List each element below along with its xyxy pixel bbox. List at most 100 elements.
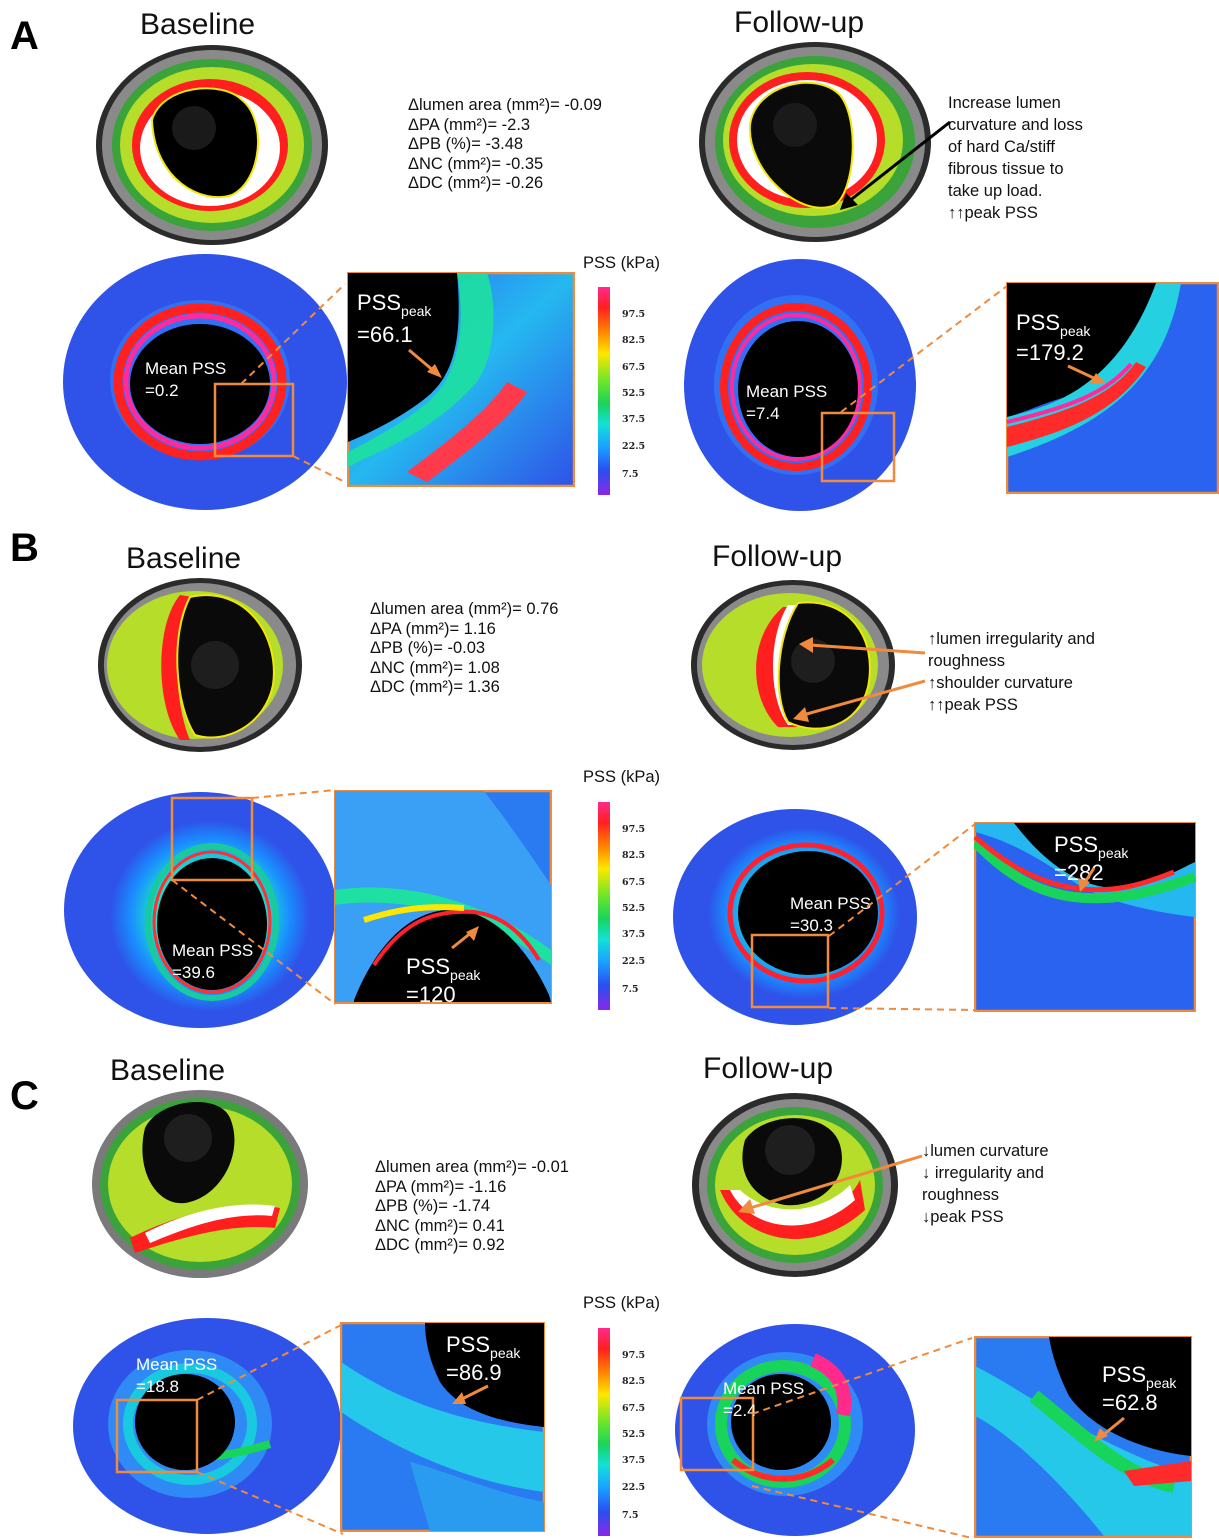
panel-b-baseline-stress-map: Mean PSS =39.6 [64,792,336,1028]
note-line: ↓ irregularity and [922,1164,1044,1182]
colorbar-tick: 22.5 [622,1482,645,1493]
note-line: ↓lumen curvature [922,1142,1049,1160]
delta-dc: ΔDC (mm²)= -0.26 [408,174,544,192]
note-line: roughness [922,1186,1000,1204]
panel-c-colorbar: 97.5 82.5 67.5 52.5 37.5 22.5 7.5 [598,1328,645,1536]
panel-c-baseline-zoom-connector [196,1323,344,1535]
note-line: Increase lumen [948,94,1061,112]
zoom-box [115,1398,199,1474]
mean-pss-value: =39.6 [172,963,215,982]
panel-a-baseline-zoom-inset: PSSpeak =66.1 [347,272,575,487]
zoom-box [213,382,295,458]
panel-a-followup-zoom-connector [840,285,1008,413]
panel-c-baseline-stress-map: Mean PSS =18.8 [73,1318,341,1534]
panel-c-baseline-title: Baseline [110,1054,226,1087]
panel-a-followup-ivus-image [699,42,931,242]
panel-c-baseline-zoom-inset: PSSpeak =86.9 [340,1322,545,1532]
mean-pss-value: =30.3 [790,916,833,935]
peak-pss-label: PSSpeak [406,954,481,983]
colorbar-title: PSS (kPa) [583,254,661,272]
delta-pa: ΔPA (mm²)= -1.16 [375,1177,507,1196]
colorbar-tick: 67.5 [622,1403,645,1414]
zoom-box [820,411,896,483]
panel-a-followup-title: Follow-up [734,6,865,39]
peak-pss-value: =86.9 [446,1360,502,1385]
panel-c-delta-list: Δlumen area (mm²)= -0.01 ΔPA (mm²)= -1.1… [375,1158,569,1256]
colorbar-tick: 52.5 [622,388,645,399]
panel-letter-b: B [10,526,39,570]
peak-pss-label: PSSpeak [1054,832,1129,861]
panel-b-followup-title: Follow-up [712,540,843,573]
panel-a-baseline-ivus-image [96,45,328,245]
panel-c-baseline-ivus-image [92,1090,308,1278]
mean-pss-label: Mean PSS [723,1379,804,1398]
note-line: take up load. [948,182,1043,200]
mean-pss-value: =7.4 [746,404,780,423]
panel-b-followup-ivus-image [691,580,895,750]
panel-c-followup-stress-map: Mean PSS =2.4 [675,1324,915,1536]
panel-letter-c: C [10,1074,39,1118]
delta-lumen-area: Δlumen area (mm²)= -0.01 [375,1158,569,1176]
colorbar-title: PSS (kPa) [583,1294,661,1312]
peak-pss-label: PSSpeak [1016,310,1091,339]
peak-pss-value: =179.2 [1016,340,1084,365]
panel-b-baseline-ivus-image [98,578,302,752]
delta-dc: ΔDC (mm²)= 1.36 [370,678,500,696]
delta-lumen-area: Δlumen area (mm²)= 0.76 [370,600,559,618]
panel-b-annotation-arrows [793,637,926,722]
panel-b-followup-stress-map: Mean PSS =30.3 [673,809,917,1025]
panel-b-delta-list: Δlumen area (mm²)= 0.76 ΔPA (mm²)= 1.16 … [370,600,558,698]
colorbar-tick: 37.5 [622,929,645,940]
panel-a-annotation-arrow [840,120,951,210]
delta-pa: ΔPA (mm²)= -2.3 [408,115,531,134]
panel-c-followup-zoom-inset: PSSpeak =62.8 [974,1336,1192,1538]
peak-pss-value: =120 [406,982,456,1004]
colorbar-tick: 67.5 [622,877,645,888]
peak-pss-value: =66.1 [357,322,413,347]
mean-pss-label: Mean PSS [790,894,871,913]
colorbar-tick: 97.5 [622,824,645,835]
panel-a-followup-zoom-inset: PSSpeak =179.2 [1006,282,1219,494]
zoom-box [750,933,830,1009]
mean-pss-value: =0.2 [145,381,179,400]
note-line: ↑↑peak PSS [948,204,1038,222]
panel-a-annotation-note: Increase lumen curvature and loss of har… [948,92,1083,224]
colorbar-tick: 37.5 [622,1455,645,1466]
note-line: ↑shoulder curvature [928,674,1073,692]
panel-c-annotation-arrow [738,1154,923,1214]
mean-pss-label: Mean PSS [145,359,226,378]
colorbar-tick: 67.5 [622,362,645,373]
panel-a-followup-stress-map: Mean PSS =7.4 [684,259,916,511]
delta-dc: ΔDC (mm²)= 0.92 [375,1236,505,1254]
colorbar-tick: 97.5 [622,309,645,320]
mean-pss-label: Mean PSS [746,382,827,401]
delta-pb: ΔPB (%)= -3.48 [408,135,524,153]
peak-pss-label: PSSpeak [357,290,432,319]
delta-lumen-area: Δlumen area (mm²)= -0.09 [408,96,602,114]
zoom-box [679,1396,755,1472]
delta-pa: ΔPA (mm²)= 1.16 [370,619,496,638]
panel-a-baseline-stress-map: Mean PSS =0.2 [63,254,347,510]
note-line: roughness [928,652,1006,670]
colorbar-tick: 52.5 [622,903,645,914]
mean-pss-label: Mean PSS [172,941,253,960]
panel-a-baseline-title: Baseline [140,8,256,41]
panel-b-followup-zoom-connector [828,823,976,1011]
colorbar-tick: 7.5 [622,984,639,995]
colorbar-tick: 82.5 [622,1376,645,1387]
panel-b-baseline-title: Baseline [126,542,242,575]
panel-c-followup-title: Follow-up [703,1052,834,1085]
colorbar-title: PSS (kPa) [583,768,661,786]
note-line: fibrous tissue to [948,160,1064,178]
delta-pb: ΔPB (%)= -1.74 [375,1197,491,1215]
colorbar-tick: 97.5 [622,1350,645,1361]
panel-a-colorbar: 97.5 82.5 67.5 52.5 37.5 22.5 7.5 [598,287,645,495]
zoom-box [170,796,254,882]
delta-pb: ΔPB (%)= -0.03 [370,639,486,657]
panel-c-followup-zoom-connector [751,1337,973,1539]
colorbar-tick: 82.5 [622,335,645,346]
colorbar-tick: 82.5 [622,850,645,861]
note-line: ↑lumen irregularity and [928,630,1095,648]
colorbar-tick: 7.5 [622,469,639,480]
colorbar-tick: 37.5 [622,414,645,425]
